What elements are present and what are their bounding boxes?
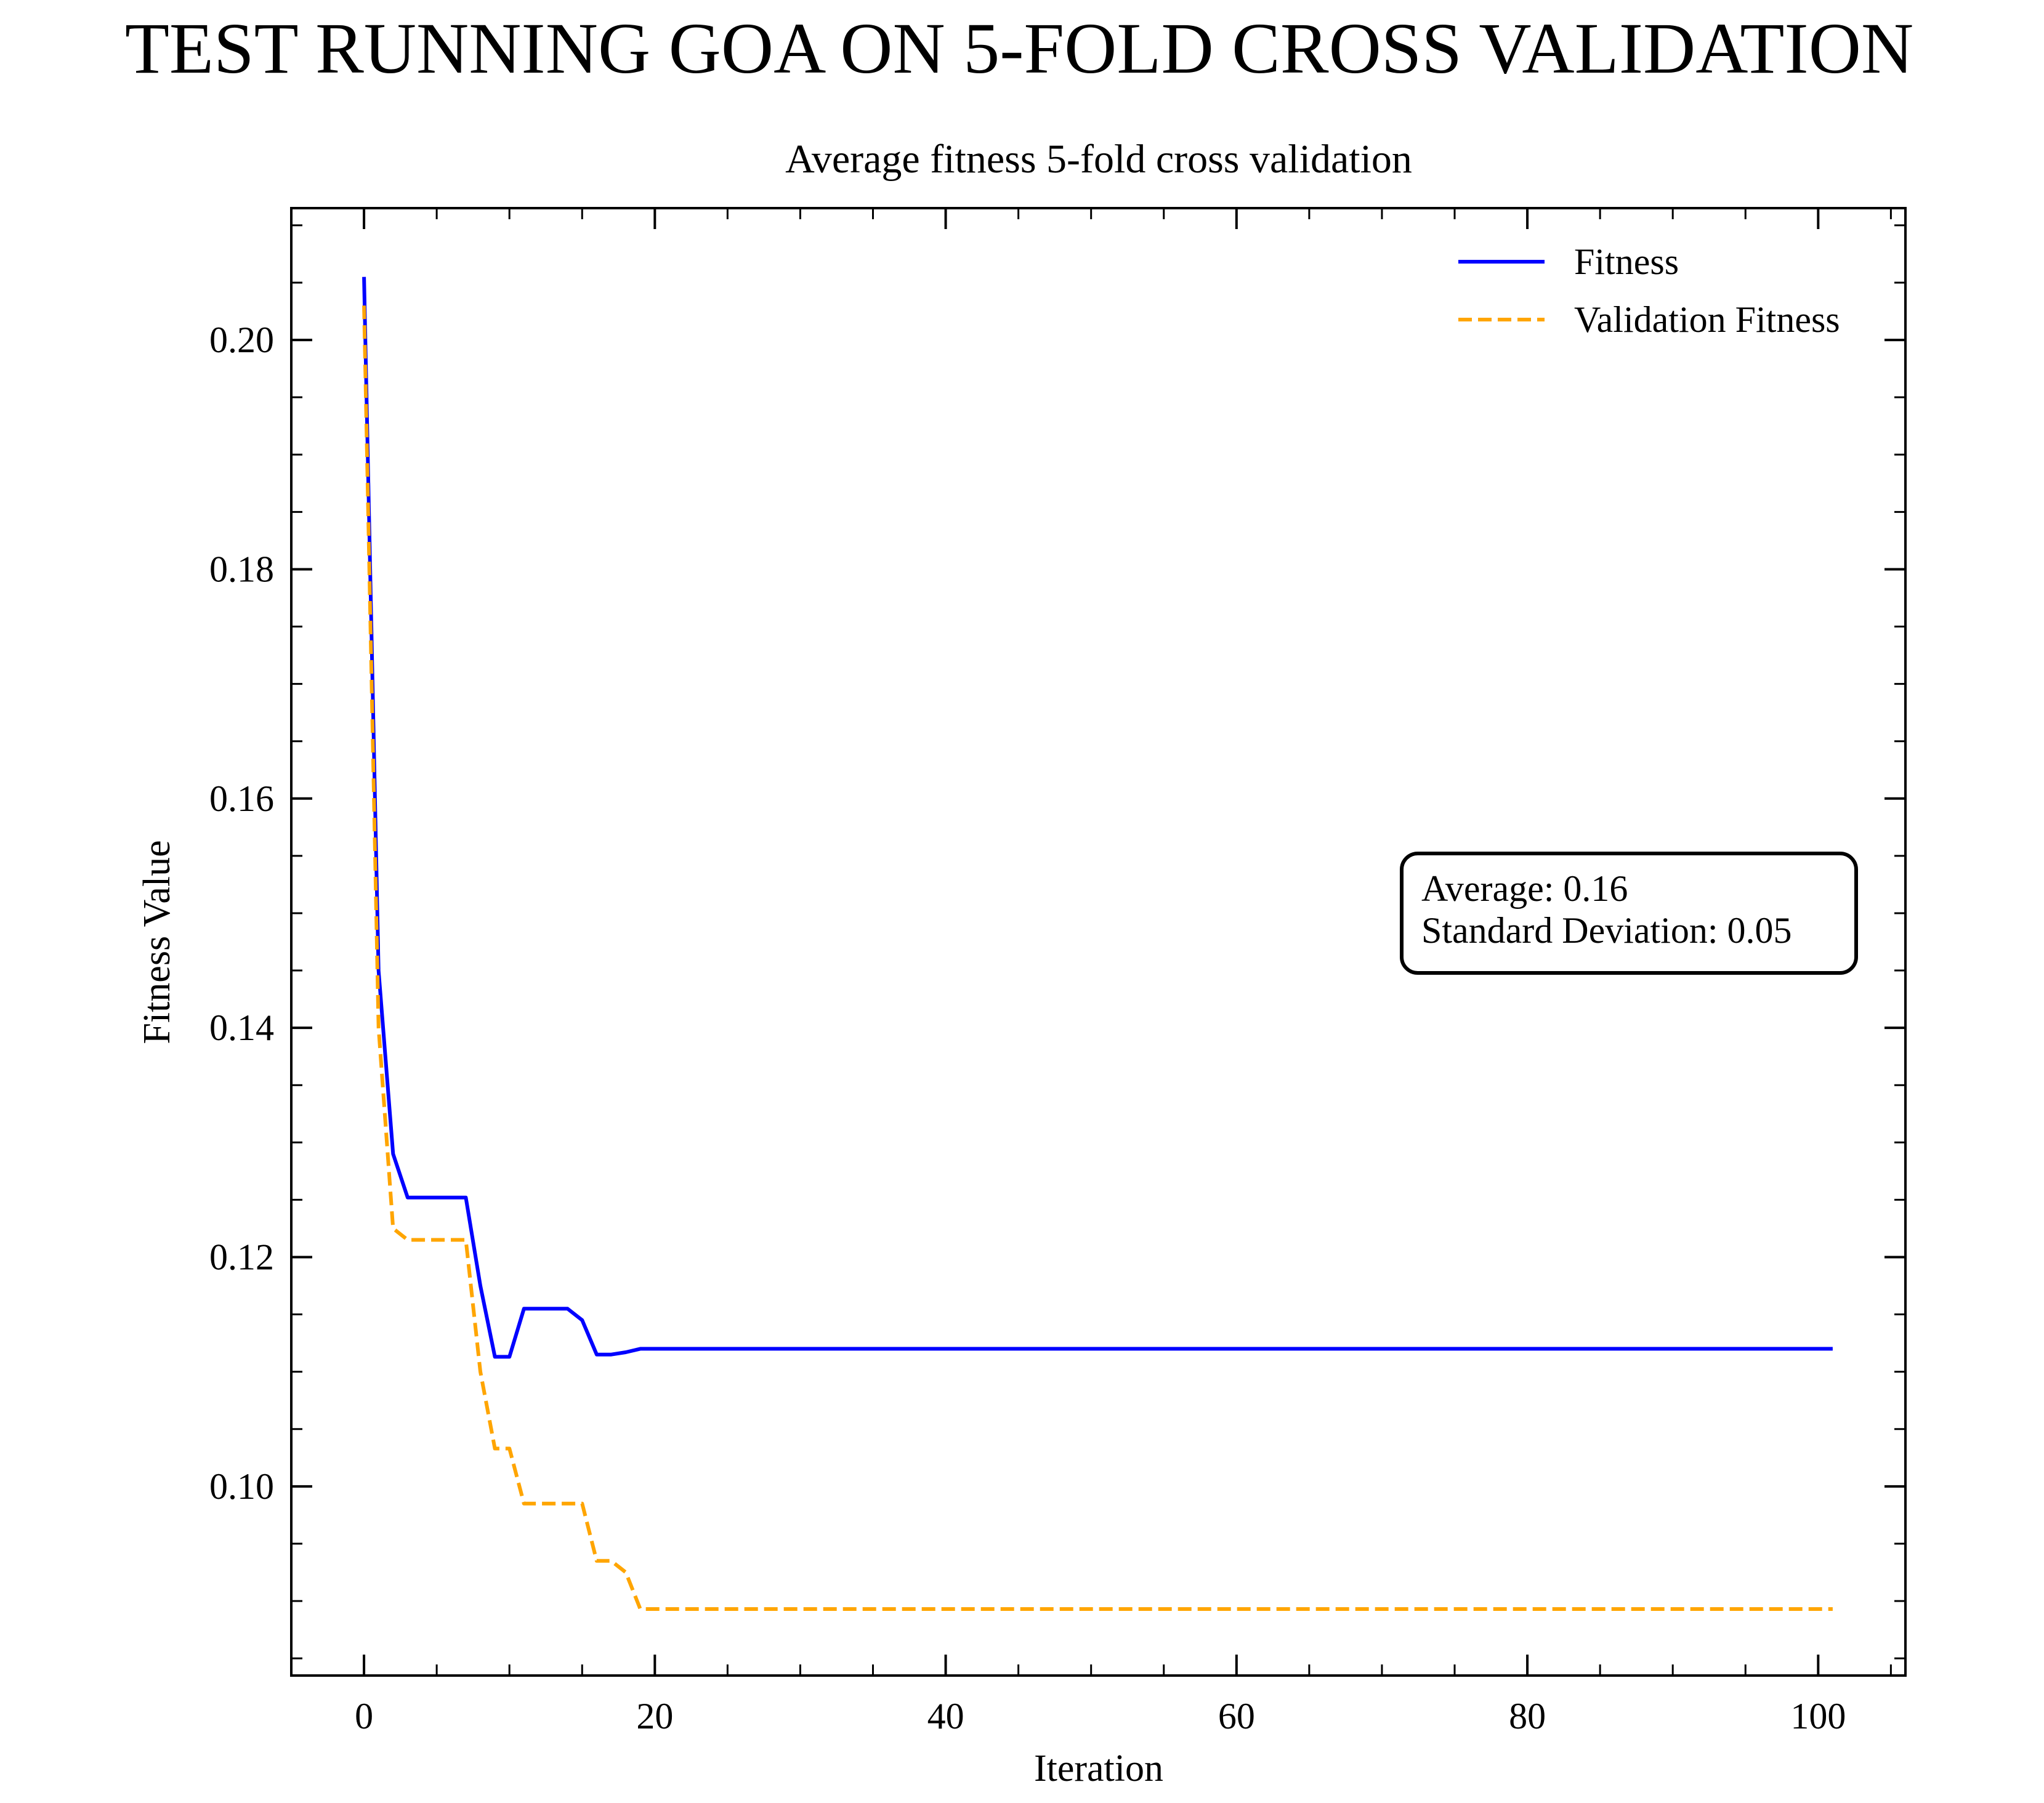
- x-tick-label: 80: [1509, 1696, 1546, 1736]
- plot-area: [362, 276, 1833, 1611]
- x-tick-label: 40: [927, 1696, 964, 1736]
- legend-label-1: Validation Fitness: [1574, 299, 1840, 340]
- legend-label-0: Fitness: [1574, 241, 1679, 282]
- y-tick-label: 0.16: [209, 778, 274, 819]
- annotation-line-0: Average: 0.16: [1421, 868, 1628, 909]
- y-tick-label: 0.10: [209, 1466, 274, 1507]
- x-tick-label: 60: [1218, 1696, 1255, 1736]
- axis-tick-labels: 0 20 40 60 80 100 0.10 0.12 0.14 0.16 0.18 0.20: [209, 320, 1846, 1736]
- y-tick-label: 0.12: [209, 1236, 274, 1277]
- x-tick-label: 20: [636, 1696, 673, 1736]
- annotation-line-1: Standard Deviation: 0.05: [1421, 910, 1792, 951]
- x-tick-label: 100: [1790, 1696, 1846, 1736]
- y-tick-label: 0.18: [209, 549, 274, 589]
- series-line-0: [362, 276, 1833, 1359]
- y-tick-label: 0.20: [209, 320, 274, 360]
- figure-suptitle: TEST RUNNING GOA ON 5-FOLD CROSS VALIDAT…: [125, 8, 1913, 89]
- y-tick-label: 0.14: [209, 1007, 274, 1048]
- plot-frame: [290, 207, 1907, 1677]
- y-axis-label: Fitness Value: [136, 840, 178, 1044]
- x-tick-label: 0: [355, 1696, 373, 1736]
- series-line-1: [362, 305, 1833, 1611]
- axis-ticks: [290, 208, 1905, 1676]
- chart-title: Average fitness 5-fold cross validation: [785, 137, 1412, 182]
- annotation-box: [1400, 852, 1858, 975]
- x-axis-label: Iteration: [1034, 1748, 1163, 1789]
- legend: Fitness Validation Fitness: [1458, 241, 1840, 340]
